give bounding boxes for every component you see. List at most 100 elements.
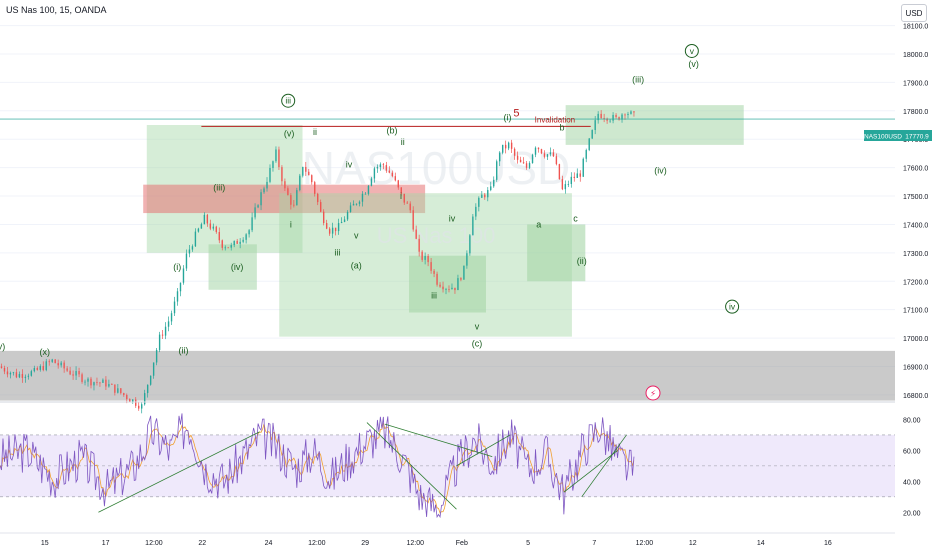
wave-label-20: (i) [503, 113, 511, 123]
candle-body-155 [463, 265, 465, 280]
candle-body-69 [206, 214, 209, 224]
candle-body-160 [478, 197, 480, 207]
candle-body-181 [540, 149, 543, 154]
candle-body-1 [3, 367, 6, 372]
candle-body-174 [519, 159, 522, 163]
candle-body-111 [331, 227, 334, 234]
candle-body-110 [328, 228, 331, 234]
candle-body-142 [424, 256, 426, 260]
candle-body-77 [230, 245, 232, 248]
candle-body-191 [570, 176, 573, 185]
candle-body-94 [281, 167, 283, 182]
candle-body-149 [445, 289, 447, 290]
circled-label-2: iv [729, 302, 736, 312]
candle-body-95 [284, 181, 286, 189]
candle-body-39 [117, 388, 119, 393]
lightning-icon[interactable]: ⚡ [645, 385, 661, 401]
candle-body-112 [334, 227, 337, 232]
candle-body-211 [630, 111, 632, 114]
candle-body-182 [543, 153, 546, 157]
candle-body-82 [245, 234, 247, 240]
candle-body-177 [528, 163, 531, 168]
candle-body-31 [93, 382, 95, 386]
time-axis[interactable]: 15 17 12:00 22 24 12:00 29 12:00 Feb 5 7 12:00 12 14 1… [0, 532, 895, 547]
wave-zones [0, 105, 895, 401]
candle-body-161 [481, 194, 483, 198]
currency-button[interactable]: USD [901, 4, 927, 22]
wave-label-22: b [560, 123, 565, 133]
candle-body-173 [516, 155, 519, 160]
candle-body-64 [191, 246, 194, 250]
candle-body-210 [627, 113, 629, 116]
last-price-symbol-box [864, 130, 902, 141]
candle-body-136 [406, 202, 408, 204]
candle-body-60 [179, 282, 182, 292]
candle-body-185 [552, 152, 555, 157]
wave-label-24: c [573, 214, 578, 224]
candle-body-7 [21, 374, 24, 378]
candle-body-63 [188, 249, 191, 254]
wave-label-13: (b) [387, 126, 398, 136]
last-price-tag: NAS100USD 17770.9 [864, 130, 932, 141]
candle-body-204 [609, 120, 611, 122]
time-tick-14: 16 [824, 540, 832, 547]
zone-5 [527, 224, 586, 282]
time-tick-13: 14 [757, 540, 765, 547]
candle-body-49 [146, 384, 149, 394]
candle-body-45 [135, 399, 137, 406]
candle-body-143 [427, 256, 429, 263]
candle-body-51 [152, 362, 155, 376]
rsi-line [0, 413, 635, 519]
candle-body-46 [138, 405, 140, 409]
wave-label-7: ii [313, 127, 317, 137]
candle-body-92 [275, 149, 277, 162]
candle-body-26 [78, 371, 80, 375]
candle-body-15 [45, 361, 47, 371]
candle-body-79 [236, 240, 238, 244]
candle-body-96 [287, 188, 289, 196]
candle-body-58 [173, 301, 176, 314]
candle-body-148 [442, 286, 444, 290]
candle-body-27 [81, 374, 83, 382]
candle-body-8 [24, 376, 27, 378]
candle-body-171 [510, 142, 513, 149]
candle-body-9 [27, 375, 30, 377]
candle-body-21 [63, 362, 65, 369]
candle-body-190 [567, 184, 570, 185]
candle-body-165 [493, 179, 495, 187]
candle-body-78 [233, 240, 235, 246]
rsi-trendline-2 [456, 434, 511, 467]
price-tick-7: 17400.0 [903, 222, 928, 229]
circled-label-ring-1 [684, 43, 699, 58]
candle-body-83 [248, 230, 250, 235]
candle-body-104 [311, 175, 313, 183]
candle-body-132 [394, 176, 396, 181]
candle-body-50 [149, 375, 152, 385]
rsi-trendline-4 [581, 434, 627, 498]
candle-body-52 [155, 349, 158, 363]
candle-body-119 [355, 203, 358, 205]
candle-body-84 [251, 217, 253, 231]
candle-body-172 [513, 148, 516, 156]
candle-body-168 [501, 144, 504, 153]
wave-label-8: i [290, 219, 292, 229]
candle-body-99 [296, 190, 298, 206]
candle-body-37 [111, 384, 113, 385]
price-tick-1: 18000.0 [903, 52, 928, 59]
price-axis[interactable]: 18100.018000.017900.017800.017700.017600… [903, 24, 928, 518]
zone-1 [208, 244, 257, 290]
wave-label-1: (x) [40, 347, 51, 357]
last-price-value: 17770.9 [905, 134, 929, 141]
candle-body-42 [126, 394, 128, 400]
last-price-symbol: NAS100USD [864, 134, 902, 141]
candle-body-164 [490, 186, 492, 191]
candle-body-158 [472, 216, 474, 236]
rsi-tick-0: 80.00 [903, 417, 921, 424]
candle-body-115 [343, 219, 346, 222]
candle-body-187 [558, 164, 561, 180]
price-tick-12: 16900.0 [903, 364, 928, 371]
candle-body-61 [182, 268, 185, 283]
candle-body-4 [12, 372, 15, 374]
invalidation-label: Invalidation [535, 115, 575, 124]
